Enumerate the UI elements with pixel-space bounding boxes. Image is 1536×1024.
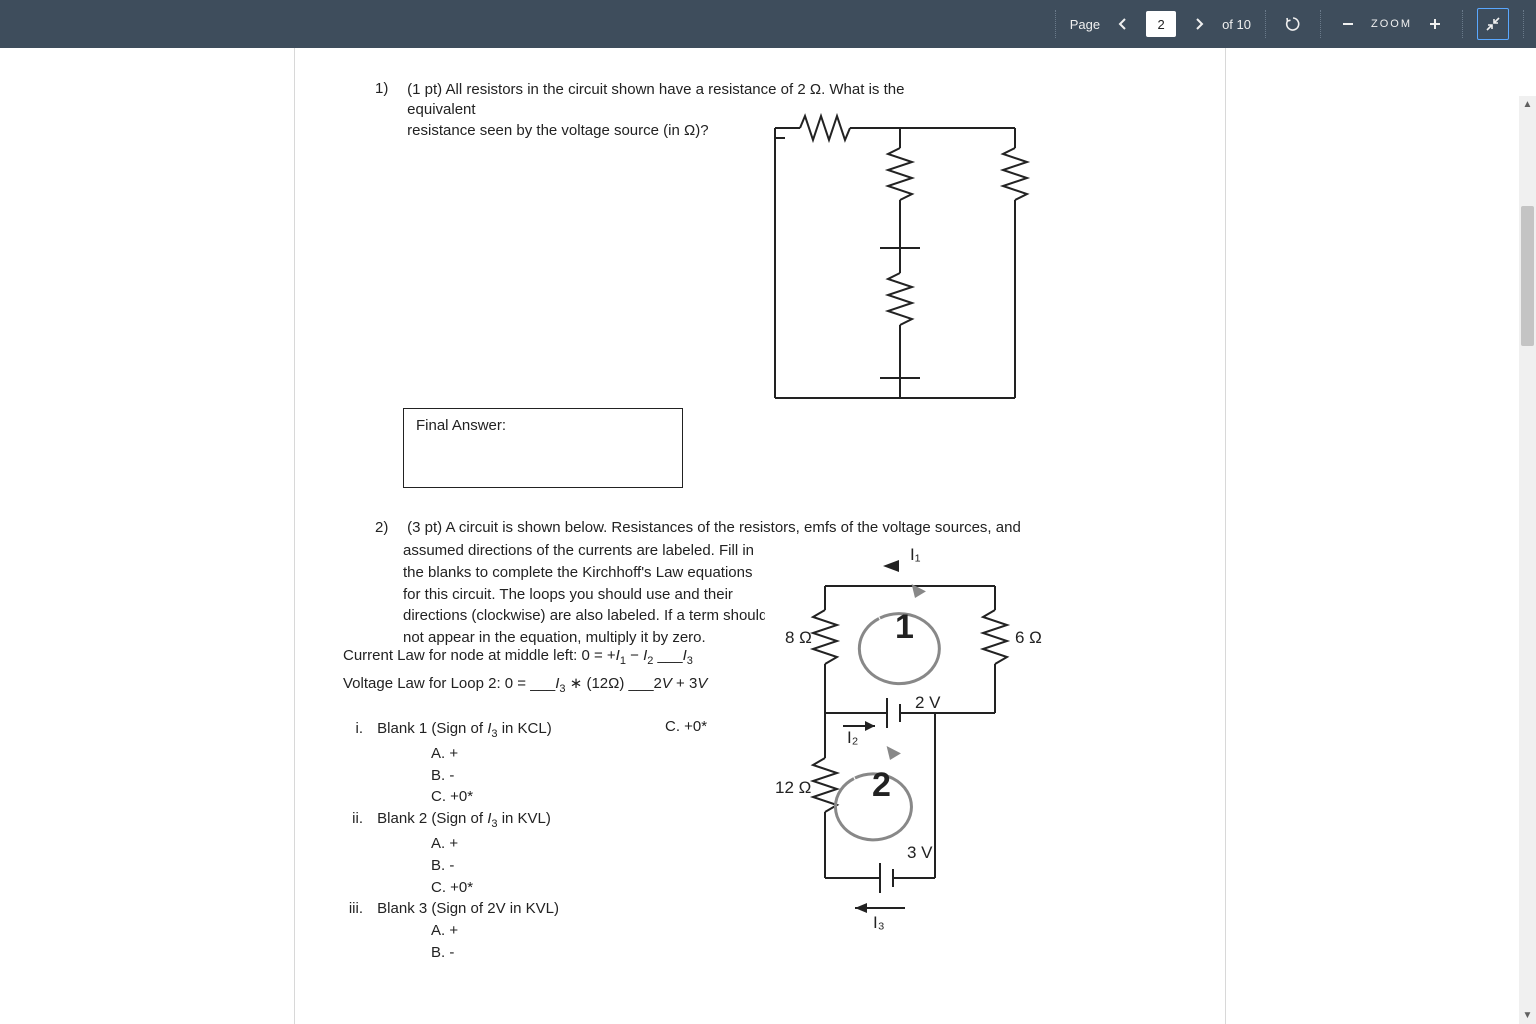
page-number-input[interactable] <box>1146 11 1176 37</box>
label-12ohm: 12 Ω <box>775 778 811 797</box>
page-label: Page <box>1070 17 1100 32</box>
blank1-opt-b: B. - <box>431 765 815 787</box>
scrollbar-thumb[interactable] <box>1521 206 1534 346</box>
circuit-diagram-1 <box>755 108 1035 408</box>
kirchhoff-equations: Current Law for node at middle left: 0 =… <box>343 643 803 698</box>
kvl-equation: Voltage Law for Loop 2: 0 = ___I3 ∗ (12Ω… <box>343 671 803 699</box>
question-2: 2) (3 pt) A circuit is shown below. Resi… <box>375 518 1165 538</box>
blank-2: ii. Blank 2 (Sign of I3 in KVL) <box>335 808 815 833</box>
label-i3: I₃ <box>873 913 885 932</box>
blank3-opt-a: A. + <box>431 920 815 942</box>
blank2-opt-a: A. + <box>431 833 815 855</box>
prev-page-button[interactable] <box>1110 11 1136 37</box>
label-i1: I₁ <box>910 548 921 564</box>
blank-3: iii. Blank 3 (Sign of 2V in KVL) <box>335 898 815 920</box>
collapse-button[interactable] <box>1477 8 1509 40</box>
label-8ohm: 8 Ω <box>785 628 812 647</box>
q2-continuation: assumed directions of the currents are l… <box>403 540 823 649</box>
blank-1: i. Blank 1 (Sign of I3 in KCL) <box>335 718 815 743</box>
toolbar-separator <box>1462 10 1463 38</box>
final-answer-box: Final Answer: <box>403 408 683 488</box>
zoom-label: ZOOM <box>1371 18 1412 30</box>
loop-2-label: 2 <box>872 766 891 804</box>
kcl-equation: Current Law for node at middle left: 0 =… <box>343 643 803 671</box>
rotate-button[interactable] <box>1280 11 1306 37</box>
toolbar-separator <box>1265 10 1266 38</box>
page-content: Name: 1) (1 pt) All resistors in the cir… <box>294 48 1226 1024</box>
pdf-toolbar: Page of 10 ZOOM <box>0 0 1536 48</box>
blank1-opt-a: A. + <box>431 743 815 765</box>
toolbar-separator <box>1320 10 1321 38</box>
q2-number: 2) <box>375 518 403 538</box>
next-page-button[interactable] <box>1186 11 1212 37</box>
scroll-up-arrow[interactable]: ▲ <box>1519 96 1536 113</box>
loop-1-label: 1 <box>895 608 914 646</box>
name-field-cutoff: Name: <box>403 48 447 52</box>
blank-options: i. Blank 1 (Sign of I3 in KCL) A. + B. -… <box>335 718 815 964</box>
label-3v: 3 V <box>907 843 933 862</box>
label-2v: 2 V <box>915 693 941 712</box>
label-6ohm: 6 Ω <box>1015 628 1042 647</box>
label-i2: I₂ <box>847 728 858 747</box>
blank2-opt-c: C. +0* <box>431 877 815 899</box>
circuit-diagram-2: I₁ 8 Ω 6 Ω 2 V I₂ 12 Ω 3 V I₃ 1 2 <box>765 548 1075 988</box>
final-answer-label: Final Answer: <box>416 417 506 434</box>
vertical-scrollbar[interactable]: ▲ ▼ <box>1519 96 1536 1024</box>
zoom-out-button[interactable] <box>1335 11 1361 37</box>
blank2-opt-b: B. - <box>431 855 815 877</box>
scroll-down-arrow[interactable]: ▼ <box>1519 1007 1536 1024</box>
q1-number: 1) <box>375 80 403 97</box>
blank3-opt-b: B. - <box>431 942 815 964</box>
q2-text-line1: (3 pt) A circuit is shown below. Resista… <box>407 518 1027 538</box>
document-viewport[interactable]: Name: 1) (1 pt) All resistors in the cir… <box>0 48 1536 1024</box>
toolbar-separator <box>1055 10 1056 38</box>
blank1-opt-c: C. +0* <box>431 786 815 808</box>
toolbar-separator <box>1523 10 1524 38</box>
zoom-in-button[interactable] <box>1422 11 1448 37</box>
page-total-label: of 10 <box>1222 17 1251 32</box>
